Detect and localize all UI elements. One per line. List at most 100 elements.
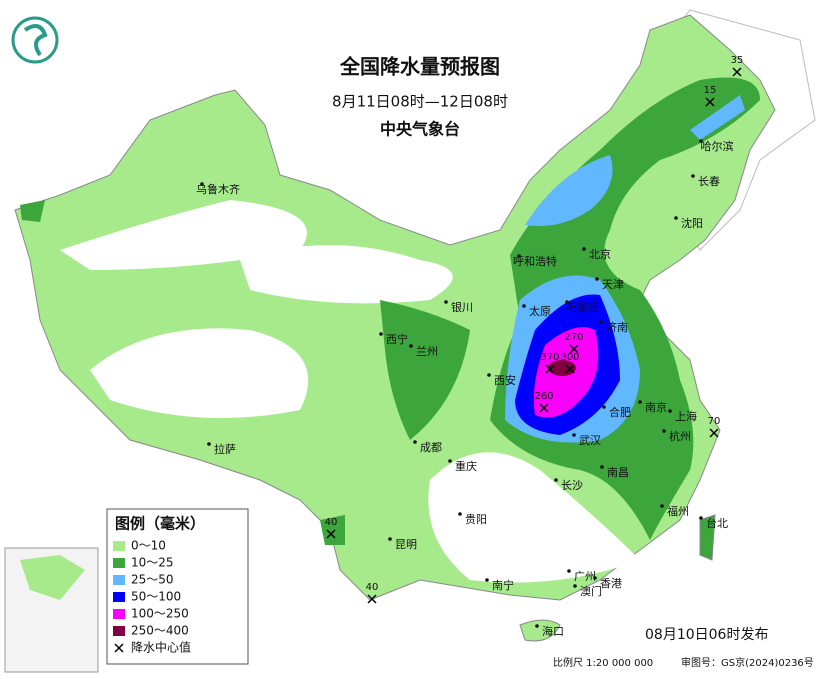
city-dot: [600, 465, 604, 469]
legend-swatch: [113, 626, 125, 636]
city-label: 西安: [494, 373, 516, 387]
scale: 比例尺 1:20 000 000: [553, 656, 653, 669]
center-value: 40: [366, 582, 379, 593]
rain-250-400: [548, 360, 576, 376]
city-dot: [599, 320, 603, 324]
rain-25-50: [690, 95, 745, 140]
legend-label: 250～400: [131, 624, 189, 638]
city-dot: [448, 459, 452, 463]
city-label: 银川: [451, 300, 473, 314]
center-value: 70: [708, 416, 721, 427]
center-mark: [539, 403, 549, 413]
center-value: 40: [325, 517, 338, 528]
legend-label: 100～250: [131, 607, 189, 621]
city-dot: [554, 478, 558, 482]
legend-label: 0～10: [131, 539, 166, 553]
city-dot: [674, 216, 678, 220]
city-dot: [458, 512, 462, 516]
city-label: 兰州: [416, 345, 438, 358]
city-label: 拉萨: [214, 442, 236, 456]
legend: 图例（毫米） 0～10 10～25 25～50 50～100 100～250 250～40…: [106, 508, 249, 665]
city-label: 沈阳: [681, 216, 703, 230]
legend-swatch: [113, 592, 125, 602]
city-label: 哈尔滨: [701, 139, 734, 153]
city-label: 澳门: [580, 584, 602, 598]
city-dot: [595, 277, 599, 281]
dry-area: [240, 245, 453, 304]
inset-land: [20, 555, 85, 600]
center-value: 35: [731, 55, 744, 66]
city-dot: [565, 300, 569, 304]
legend-swatch: [113, 541, 125, 551]
city-label: 成都: [420, 441, 442, 454]
dry-area: [90, 328, 309, 418]
center-value: 370: [540, 352, 559, 363]
city-label: 太原: [529, 305, 551, 318]
city-dot: [535, 624, 539, 628]
logo: [11, 16, 59, 64]
city-label: 香港: [600, 577, 622, 590]
city-dot: [517, 254, 521, 258]
logo-mark: [23, 24, 48, 57]
center-mark: [565, 364, 575, 374]
city-dot: [582, 247, 586, 251]
center-mark: [732, 67, 742, 77]
dry-area: [60, 200, 307, 270]
city-label: 南昌: [607, 466, 629, 479]
rain-25-50: [525, 155, 613, 226]
rain-10-25: [20, 200, 45, 222]
rain-10-25: [380, 300, 470, 440]
legend-label: 降水中心值: [131, 640, 191, 655]
dry-area: [428, 452, 640, 583]
center-mark: [367, 594, 377, 604]
city-dot: [660, 504, 664, 508]
city-dot: [699, 516, 703, 520]
city-label: 南京: [645, 400, 667, 414]
city-dot: [699, 139, 703, 143]
city-label: 石家庄: [567, 300, 600, 314]
city-dot: [638, 400, 642, 404]
legend-label: 25～50: [131, 573, 174, 587]
city-label: 长沙: [561, 479, 583, 492]
review-number: 审图号：GS京(2024)0236号: [681, 656, 814, 669]
release-time: 08月10日06时发布: [645, 627, 768, 643]
map-title: 全国降水量预报图: [339, 55, 500, 79]
city-label: 西宁: [386, 332, 408, 346]
center-mark: [709, 428, 719, 438]
city-dot: [662, 429, 666, 433]
city-dot: [444, 300, 448, 304]
city-label: 广州: [574, 570, 596, 583]
legend-box: [106, 508, 249, 665]
city-dot: [668, 409, 672, 413]
city-dot: [485, 578, 489, 582]
city-dot: [572, 433, 576, 437]
legend-swatch: [113, 558, 125, 568]
legend-title: 图例（毫米）: [115, 515, 205, 533]
city-label: 长春: [698, 175, 720, 188]
city-dot: [200, 182, 204, 186]
city-dot: [691, 174, 695, 178]
city-label: 台北: [706, 516, 728, 530]
city-label: 福州: [667, 504, 689, 518]
center-mark: [569, 344, 579, 354]
city-dot: [413, 440, 417, 444]
city-label: 呼和浩特: [513, 254, 557, 268]
legend-swatch: [113, 609, 125, 619]
center-mark: [326, 529, 336, 539]
island: [519, 619, 561, 642]
city-dot: [207, 442, 211, 446]
city-dot: [567, 569, 571, 573]
legend-label: 10～25: [131, 556, 174, 570]
city-dot: [593, 576, 597, 580]
legend-label: 50～100: [131, 590, 181, 604]
center-value: 270: [564, 332, 583, 343]
city-label: 南宁: [492, 578, 514, 592]
city-label: 天津: [602, 278, 624, 291]
city-label: 杭州: [669, 429, 691, 443]
city-dot: [487, 373, 491, 377]
center-mark: [545, 364, 555, 374]
city-dot: [379, 332, 383, 336]
city-label: 济南: [606, 320, 628, 334]
